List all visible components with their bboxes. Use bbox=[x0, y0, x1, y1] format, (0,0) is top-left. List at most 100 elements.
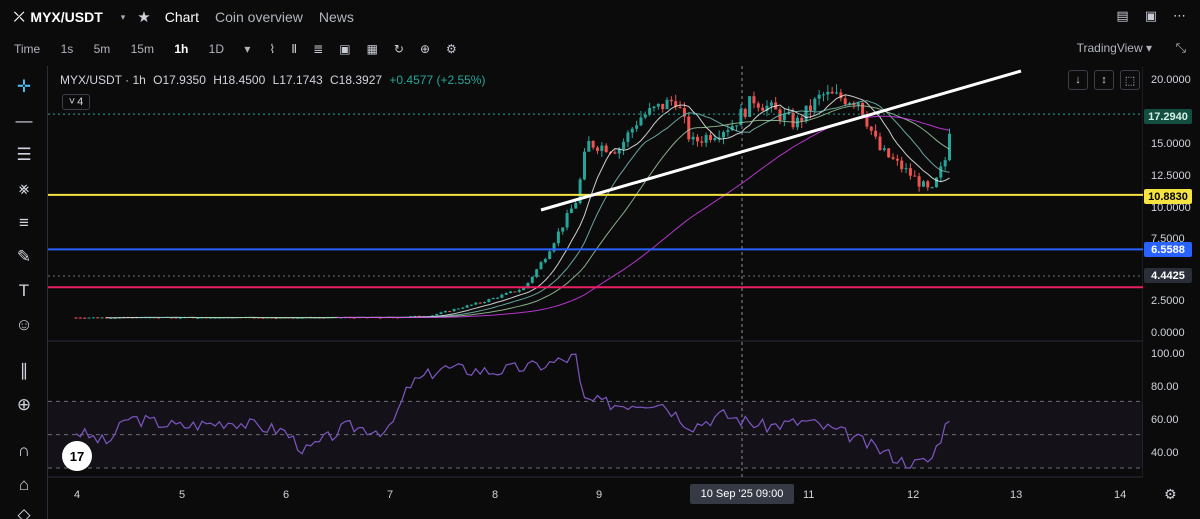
text-icon[interactable]: T bbox=[18, 281, 30, 300]
more-icon[interactable]: ⋯ bbox=[1173, 8, 1186, 23]
legend-high: H18.4500 bbox=[213, 73, 266, 87]
candle-body bbox=[722, 132, 726, 138]
chart-settings-gear-icon[interactable]: ⚙ bbox=[1164, 486, 1177, 502]
calendar-icon[interactable]: ▦ bbox=[366, 42, 378, 56]
candle-body bbox=[708, 135, 712, 140]
candle-body bbox=[552, 243, 556, 252]
timeframe-time[interactable]: Time bbox=[14, 42, 41, 56]
candle-body bbox=[743, 109, 747, 117]
candle-body bbox=[109, 317, 113, 319]
brush-icon[interactable]: ✎ bbox=[16, 247, 32, 266]
add-icon[interactable]: ⊕ bbox=[419, 42, 431, 56]
candle-body bbox=[756, 103, 760, 108]
candle-body bbox=[861, 102, 865, 116]
timeframe-15m[interactable]: 15m bbox=[130, 42, 154, 56]
chart-toolbar: Time 1s 5m 15m 1h 1D ▾ ⌇ Ⅱ ≣ ▣ ▦ ↻ ⊕ ⚙ T… bbox=[0, 36, 1200, 62]
candle-body bbox=[483, 301, 487, 303]
tab-news[interactable]: News bbox=[318, 9, 354, 25]
timeframe-5m[interactable]: 5m bbox=[93, 42, 111, 56]
candle-body bbox=[643, 114, 647, 118]
level-tag-yellow: 10.8830 bbox=[1144, 189, 1192, 204]
candle-body bbox=[257, 317, 261, 319]
candle-body bbox=[735, 125, 739, 127]
fib-icon[interactable]: ≡ bbox=[19, 213, 29, 232]
candle-body bbox=[843, 98, 847, 105]
candle-body bbox=[478, 302, 482, 304]
tradingview-selector[interactable]: TradingView ▾ bbox=[1076, 41, 1152, 55]
candle-body bbox=[921, 181, 925, 187]
candle-body bbox=[939, 166, 943, 178]
candle-body bbox=[804, 105, 808, 122]
price-tick: 10.0000 bbox=[1151, 202, 1191, 214]
candle-body bbox=[913, 175, 917, 177]
lock-icon[interactable]: ⌂ bbox=[18, 475, 30, 494]
candle-body bbox=[904, 168, 908, 170]
favorite-star-icon[interactable]: ★ bbox=[137, 9, 151, 26]
scroll-down-button[interactable]: ↓ bbox=[1068, 70, 1088, 90]
price-chart[interactable] bbox=[48, 66, 1143, 519]
candle-body bbox=[895, 158, 899, 161]
pattern-icon[interactable]: ⨳ bbox=[18, 179, 30, 198]
level-tag-gray: 4.4425 bbox=[1144, 268, 1192, 283]
timeframe-more-icon[interactable]: ▾ bbox=[244, 42, 251, 56]
expand-icon[interactable]: ⤡ bbox=[1175, 40, 1186, 55]
candle-body bbox=[848, 103, 852, 105]
auto-scale-button[interactable]: ↕ bbox=[1094, 70, 1114, 90]
zoom-icon[interactable]: ⊕ bbox=[16, 395, 32, 414]
reset-icon[interactable]: ↻ bbox=[393, 42, 404, 56]
candle-body bbox=[500, 294, 504, 298]
price-tick: 12.5000 bbox=[1151, 170, 1191, 182]
candle-body bbox=[948, 133, 952, 161]
candle-body bbox=[900, 160, 904, 170]
fullscreen-button[interactable]: ⬚ bbox=[1120, 70, 1140, 90]
candle-body bbox=[439, 312, 443, 315]
candle-type-icon[interactable]: Ⅱ bbox=[291, 42, 298, 56]
eraser-icon[interactable]: ◇ bbox=[17, 505, 31, 519]
timeframe-1d[interactable]: 1D bbox=[208, 42, 225, 56]
layout-icon[interactable]: ▣ bbox=[1144, 8, 1157, 23]
candle-body bbox=[839, 92, 843, 99]
tab-coin-overview[interactable]: Coin overview bbox=[214, 9, 303, 25]
header-actions: ▤ ▣ ⋯ bbox=[1116, 8, 1186, 24]
candle-body bbox=[865, 115, 869, 127]
indicators-icon[interactable]: ⌇ bbox=[269, 42, 276, 56]
candle-body bbox=[695, 136, 699, 142]
indicators-toggle[interactable]: ˅ 4 bbox=[62, 94, 90, 110]
candle-body bbox=[604, 145, 608, 153]
candle-body bbox=[874, 130, 878, 137]
candle-body bbox=[543, 259, 547, 263]
emoji-icon[interactable]: ☺ bbox=[15, 315, 33, 334]
ohlc-legend: MYX/USDT · 1h O17.9350 H18.4500 L17.1743… bbox=[60, 73, 485, 87]
timeframe-1h[interactable]: 1h bbox=[174, 42, 189, 56]
candle-body bbox=[522, 287, 526, 291]
candle-body bbox=[761, 107, 765, 111]
price-tick: 20.0000 bbox=[1151, 74, 1191, 86]
trendline-icon[interactable]: — bbox=[15, 111, 33, 130]
horizontal-lines-icon[interactable]: ☰ bbox=[16, 145, 32, 164]
magnet-icon[interactable]: ∩ bbox=[17, 441, 31, 460]
symbol-selector[interactable]: ⤫ MYX/USDT ▾ ★ bbox=[14, 8, 151, 26]
chevron-down-icon[interactable]: ▾ bbox=[120, 11, 126, 22]
candle-body bbox=[83, 317, 87, 319]
top-bar: ⤫ MYX/USDT ▾ ★ Chart Coin overview News … bbox=[0, 0, 1200, 34]
tab-chart[interactable]: Chart bbox=[164, 9, 199, 25]
candle-body bbox=[813, 98, 817, 111]
candle-body bbox=[456, 308, 460, 310]
chart-settings-icon[interactable]: ≣ bbox=[313, 42, 324, 56]
candle-body bbox=[78, 317, 82, 319]
screenshot-icon[interactable]: ▣ bbox=[339, 42, 351, 56]
candle-body bbox=[569, 208, 573, 214]
candle-body bbox=[100, 317, 104, 319]
crosshair-icon[interactable]: ✛ bbox=[16, 77, 32, 96]
ruler-icon[interactable]: ∥ bbox=[19, 361, 29, 380]
candle-body bbox=[635, 125, 639, 129]
candle-body bbox=[535, 269, 539, 277]
candle-body bbox=[504, 292, 508, 295]
timeframe-1s[interactable]: 1s bbox=[60, 42, 74, 56]
header-tabs: Chart Coin overview News bbox=[165, 9, 370, 25]
gear-icon[interactable]: ⚙ bbox=[446, 42, 457, 56]
tradingview-logo: 17 bbox=[62, 441, 92, 471]
order-book-icon[interactable]: ▤ bbox=[1116, 8, 1129, 23]
candle-body bbox=[556, 231, 560, 244]
candle-body bbox=[908, 168, 912, 176]
